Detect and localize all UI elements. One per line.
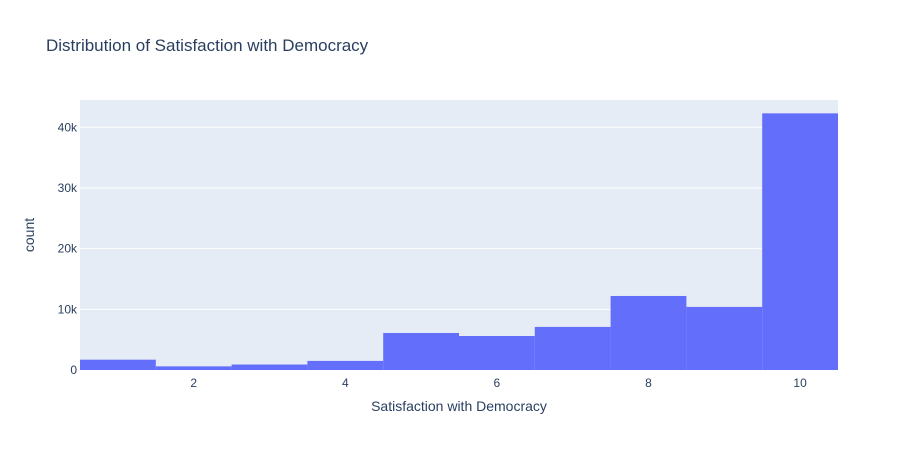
histogram-bar[interactable] (155, 366, 232, 370)
histogram-bar[interactable] (231, 364, 308, 370)
y-axis-ticks: 0 10k 20k 30k 40k (58, 120, 78, 377)
x-axis-label: Satisfaction with Democracy (371, 398, 547, 414)
x-tick-label: 10 (793, 376, 807, 390)
y-tick-label: 40k (58, 120, 78, 134)
histogram-bar[interactable] (762, 113, 838, 370)
x-tick-label: 8 (645, 376, 652, 390)
y-tick-label: 30k (58, 181, 78, 195)
bars (80, 113, 838, 370)
histogram-bar[interactable] (459, 336, 535, 370)
histogram-bar[interactable] (534, 326, 611, 370)
histogram-bar[interactable] (686, 306, 763, 370)
x-tick-label: 2 (190, 376, 197, 390)
y-tick-label: 10k (58, 302, 78, 316)
histogram-bar[interactable] (610, 295, 687, 370)
y-tick-label: 0 (70, 363, 77, 377)
x-tick-label: 6 (494, 376, 501, 390)
chart-title: Distribution of Satisfaction with Democr… (46, 36, 369, 55)
x-tick-label: 4 (342, 376, 349, 390)
histogram-bar[interactable] (307, 360, 384, 370)
y-tick-label: 20k (58, 242, 78, 256)
x-axis-ticks: 2 4 6 8 10 (190, 376, 807, 390)
histogram-bar[interactable] (80, 359, 156, 370)
y-axis-label: count (21, 218, 37, 252)
histogram-bar[interactable] (383, 332, 459, 370)
